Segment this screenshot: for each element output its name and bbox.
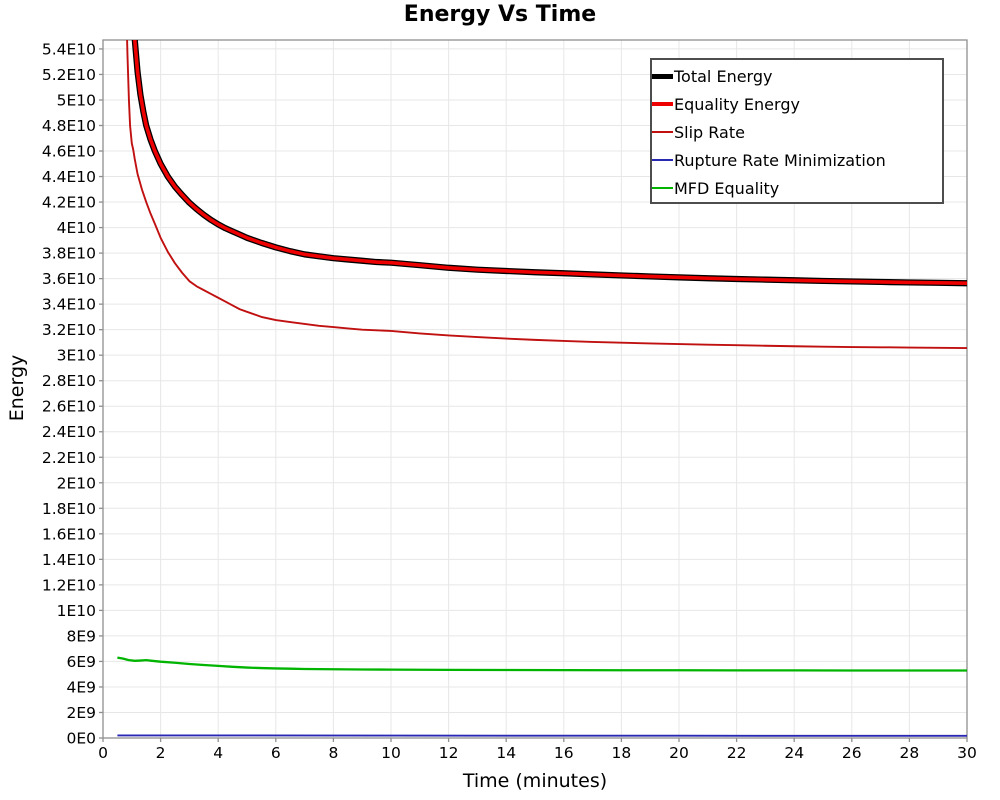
legend-line-swatch: [652, 159, 673, 161]
x-tick-label: 12: [439, 744, 459, 762]
y-tick-label: 3.8E10: [42, 245, 96, 263]
x-tick-label: 4: [213, 744, 223, 762]
legend-item-slip-rate: Slip Rate: [652, 118, 942, 146]
y-tick-label: 2.2E10: [42, 449, 96, 467]
legend-item-rupture-rate-minimization: Rupture Rate Minimization: [652, 146, 942, 174]
y-tick-label: 4.2E10: [42, 194, 96, 212]
y-tick-label: 4E9: [66, 678, 96, 696]
x-tick-label: 10: [381, 744, 401, 762]
x-tick-label: 2: [156, 744, 166, 762]
y-tick-label: 6E9: [66, 653, 96, 671]
y-tick-label: 2E9: [66, 704, 96, 722]
y-tick-label: 4E10: [57, 219, 96, 237]
series-group: [117, 40, 967, 737]
x-tick-label: 22: [727, 744, 747, 762]
x-tick-label: 20: [669, 744, 689, 762]
legend-label: Rupture Rate Minimization: [674, 150, 886, 170]
y-tick-label: 2E10: [57, 474, 96, 492]
y-tick-label: 2.6E10: [42, 398, 96, 416]
legend-item-equality-energy: Equality Energy: [652, 90, 942, 118]
y-tick-label: 5E10: [57, 91, 96, 109]
legend-label: Total Energy: [674, 66, 773, 86]
y-tick-label: 3.6E10: [42, 270, 96, 288]
series-line-mfd-equality: [117, 656, 967, 672]
x-tick-label: 18: [612, 744, 632, 762]
y-tick-label: 1E10: [57, 602, 96, 620]
x-tick-label: 16: [554, 744, 574, 762]
legend-line-swatch: [652, 73, 673, 79]
series-line-slip-rate: [126, 40, 967, 349]
legend-line-swatch: [652, 187, 673, 189]
legend-label: MFD Equality: [674, 178, 780, 198]
y-tick-label: 0E0: [66, 730, 96, 748]
y-tick-label: 2.4E10: [42, 423, 96, 441]
series-line-equality-energy: [132, 40, 967, 286]
y-tick-label: 4.8E10: [42, 117, 96, 135]
x-tick-label: 28: [900, 744, 920, 762]
legend-label: Equality Energy: [674, 94, 800, 114]
y-tick-label: 3.2E10: [42, 321, 96, 339]
y-tick-label: 1.6E10: [42, 525, 96, 543]
legend-line-swatch: [652, 102, 673, 106]
x-tick-label: 6: [271, 744, 281, 762]
y-axis-label: Energy: [6, 354, 28, 422]
legend-label: Slip Rate: [674, 122, 745, 142]
y-tick-label: 5.2E10: [42, 66, 96, 84]
x-tick-label: 0: [98, 744, 108, 762]
y-tick-label: 4.6E10: [42, 143, 96, 161]
y-tick-label: 5.4E10: [42, 40, 96, 58]
x-tick-label: 8: [328, 744, 338, 762]
y-tick-label: 3E10: [57, 347, 96, 365]
x-tick-label: 14: [496, 744, 516, 762]
legend-line-swatch: [652, 131, 673, 133]
legend-item-total-energy: Total Energy: [652, 62, 942, 90]
chart-title: Energy Vs Time: [403, 2, 597, 27]
x-tick-label: 24: [784, 744, 804, 762]
y-tick-label: 1.2E10: [42, 576, 96, 594]
y-tick-label: 1.8E10: [42, 500, 96, 518]
y-tick-label: 1.4E10: [42, 551, 96, 569]
y-tick-label: 8E9: [66, 627, 96, 645]
legend-item-mfd-equality: MFD Equality: [652, 174, 942, 202]
x-tick-label: 26: [842, 744, 862, 762]
y-tick-label: 4.4E10: [42, 168, 96, 186]
plot-frame: [102, 39, 968, 739]
y-tick-label: 2.8E10: [42, 372, 96, 390]
legend: Total Energy Equality Energy Slip Rate Rupt…: [650, 58, 944, 204]
x-axis-label: Time (minutes): [462, 770, 608, 792]
y-tick-label: 3.4E10: [42, 296, 96, 314]
x-tick-label: 30: [957, 744, 977, 762]
